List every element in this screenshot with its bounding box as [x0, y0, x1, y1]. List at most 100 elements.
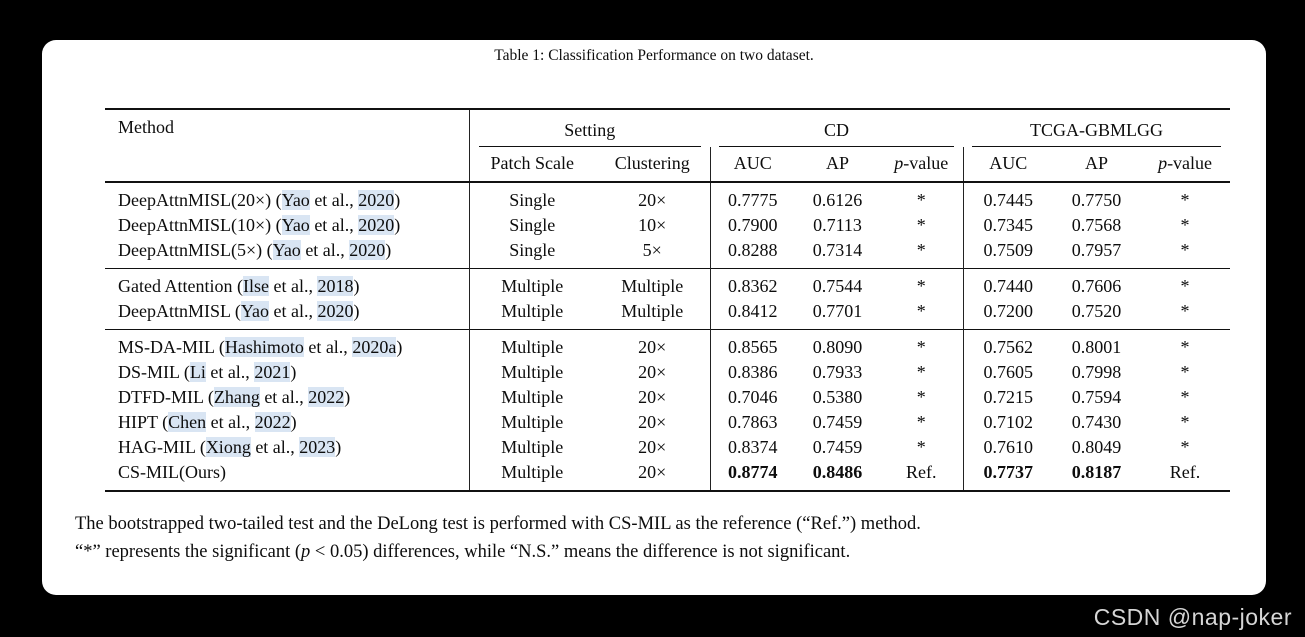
citation-link[interactable]: 2020 — [349, 240, 386, 260]
table-row: DeepAttnMISL(20×) (Yao et al., 2020) Sing… — [105, 182, 1230, 213]
citation-link[interactable]: Yao — [281, 190, 310, 210]
value-cell: 0.7900 — [709, 212, 796, 238]
citation-link[interactable]: 2022 — [254, 412, 291, 432]
col-header: AP — [1053, 147, 1141, 183]
text-segment: ) — [385, 240, 392, 260]
text-segment: DeepAttnMISL(20×) ( — [118, 190, 282, 210]
text-segment: The bootstrapped two-tailed test and the… — [75, 514, 921, 534]
value-cell: 20× — [638, 387, 667, 407]
col-header: p-value — [880, 147, 964, 183]
value-cell: 20× — [595, 329, 711, 360]
text-segment: AP — [826, 153, 850, 173]
value-cell: 0.7113 — [813, 215, 862, 235]
text-segment: p — [894, 153, 904, 173]
value-cell: * — [880, 268, 964, 299]
citation-link[interactable]: 2022 — [308, 387, 345, 407]
text-segment: et al., — [259, 387, 309, 407]
value-cell: 0.7345 — [962, 212, 1054, 238]
citation-link[interactable]: Zhang — [213, 387, 260, 407]
text-segment: p — [1158, 153, 1168, 173]
citation-link[interactable]: Yao — [240, 301, 269, 321]
method-cell: DeepAttnMISL(5×) (Yao et al., 2020) — [105, 238, 469, 269]
text-segment: DS-MIL ( — [118, 362, 190, 382]
value-cell: 0.8288 — [709, 237, 796, 269]
value-cell: Single — [468, 212, 595, 238]
citation-link[interactable]: 2018 — [317, 276, 354, 296]
value-cell: 0.7440 — [962, 268, 1054, 299]
value-cell: 0.7737 — [962, 459, 1054, 491]
table-row: HAG-MIL (Xiong et al., 2023) Multiple 20× 0… — [105, 434, 1230, 460]
col-header: AUC — [709, 147, 796, 183]
citation-link[interactable]: Yao — [281, 215, 310, 235]
value-cell: Multiple — [468, 298, 595, 330]
value-cell: Multiple — [468, 409, 595, 435]
value-cell: 0.7605 — [962, 359, 1054, 385]
text-segment: et al., — [303, 337, 353, 357]
citation-link[interactable]: 2020 — [317, 301, 354, 321]
text-segment: AUC — [733, 153, 772, 173]
value-cell: * — [916, 215, 926, 235]
table-row: DTFD-MIL (Zhang et al., 2022) Multiple 20×… — [105, 384, 1230, 410]
value-cell: 0.7998 — [1071, 362, 1122, 382]
table-row: DeepAttnMISL (Yao et al., 2020) Multiple M… — [105, 298, 1230, 330]
value-cell: 0.7459 — [812, 437, 863, 457]
value-cell: 0.8412 — [709, 298, 796, 330]
value-cell: 0.7314 — [812, 240, 863, 260]
value-cell: 20× — [638, 362, 667, 382]
header-group-row: Method Setting CD TCGA-GBMLGG — [105, 109, 1230, 183]
col-group-setting: Setting — [468, 109, 711, 147]
text-segment: ) — [396, 337, 403, 357]
value-cell: * — [1180, 215, 1190, 235]
header-sub-row: Patch Scale Clustering AUC AP p-value AUC AP p-… — [105, 147, 1231, 183]
citation-link[interactable]: 2020 — [358, 215, 395, 235]
value-cell: 0.7775 — [709, 182, 796, 213]
citation-link[interactable]: Xiong — [205, 437, 251, 457]
citation-link[interactable]: 2020a — [352, 337, 397, 357]
table-row: Gated Attention (Ilse et al., 2018) Multi… — [105, 268, 1231, 299]
method-cell: DeepAttnMISL (Yao et al., 2020) — [105, 299, 469, 330]
citation-link[interactable]: 2023 — [299, 437, 336, 457]
text-segment: ) — [290, 362, 297, 382]
value-cell: 0.7544 — [795, 268, 881, 299]
citation-link[interactable]: Yao — [272, 240, 301, 260]
citation-link[interactable]: 2020 — [358, 190, 395, 210]
value-cell: 0.7562 — [962, 329, 1054, 360]
value-cell: * — [1140, 268, 1231, 299]
value-cell: 0.7102 — [962, 409, 1054, 435]
citation-link[interactable]: Chen — [168, 412, 207, 432]
text-segment: ) — [394, 215, 401, 235]
text-segment: et al., — [205, 362, 255, 382]
citation-link[interactable]: 2021 — [254, 362, 291, 382]
col-header: p-value — [1140, 147, 1231, 183]
value-cell: * — [1180, 362, 1190, 382]
text-segment: DeepAttnMISL ( — [118, 301, 241, 321]
value-cell: * — [916, 301, 926, 321]
method-cell: HIPT (Chen et al., 2022) — [105, 410, 469, 435]
value-cell: Ref. — [1169, 462, 1201, 482]
text-segment: -value — [1167, 153, 1213, 173]
citation-link[interactable]: Hashimoto — [224, 337, 304, 357]
group-label-setting: Setting — [478, 113, 702, 147]
value-cell: 0.6126 — [812, 190, 863, 210]
text-segment: MS-DA-MIL ( — [118, 337, 225, 357]
text-segment: AUC — [989, 153, 1028, 173]
text-segment: HAG-MIL ( — [118, 437, 206, 457]
table-note: The bootstrapped two-tailed test and the… — [75, 510, 1266, 538]
text-segment: ) — [353, 276, 360, 296]
table-row: HIPT (Chen et al., 2022) Multiple 20× 0.786… — [105, 409, 1230, 435]
text-segment: et al., — [309, 215, 359, 235]
value-cell: 0.7610 — [962, 434, 1054, 460]
value-cell: 0.7430 — [1071, 412, 1122, 432]
paper-table-card: Table 1: Classification Performance on t… — [42, 40, 1266, 595]
value-cell: 0.8374 — [709, 434, 796, 460]
value-cell: 0.7215 — [962, 384, 1054, 410]
col-header: AUC — [962, 147, 1054, 183]
value-cell: Multiple — [468, 434, 595, 460]
method-cell: HAG-MIL (Xiong et al., 2023) — [105, 435, 469, 460]
value-cell: 0.8090 — [795, 329, 881, 360]
citation-link[interactable]: Ilse — [242, 276, 269, 296]
citation-link[interactable]: Li — [189, 362, 206, 382]
value-cell: Ref. — [906, 462, 937, 482]
text-segment: “*” represents the significant ( — [75, 542, 302, 562]
value-cell: 0.8386 — [709, 359, 796, 385]
